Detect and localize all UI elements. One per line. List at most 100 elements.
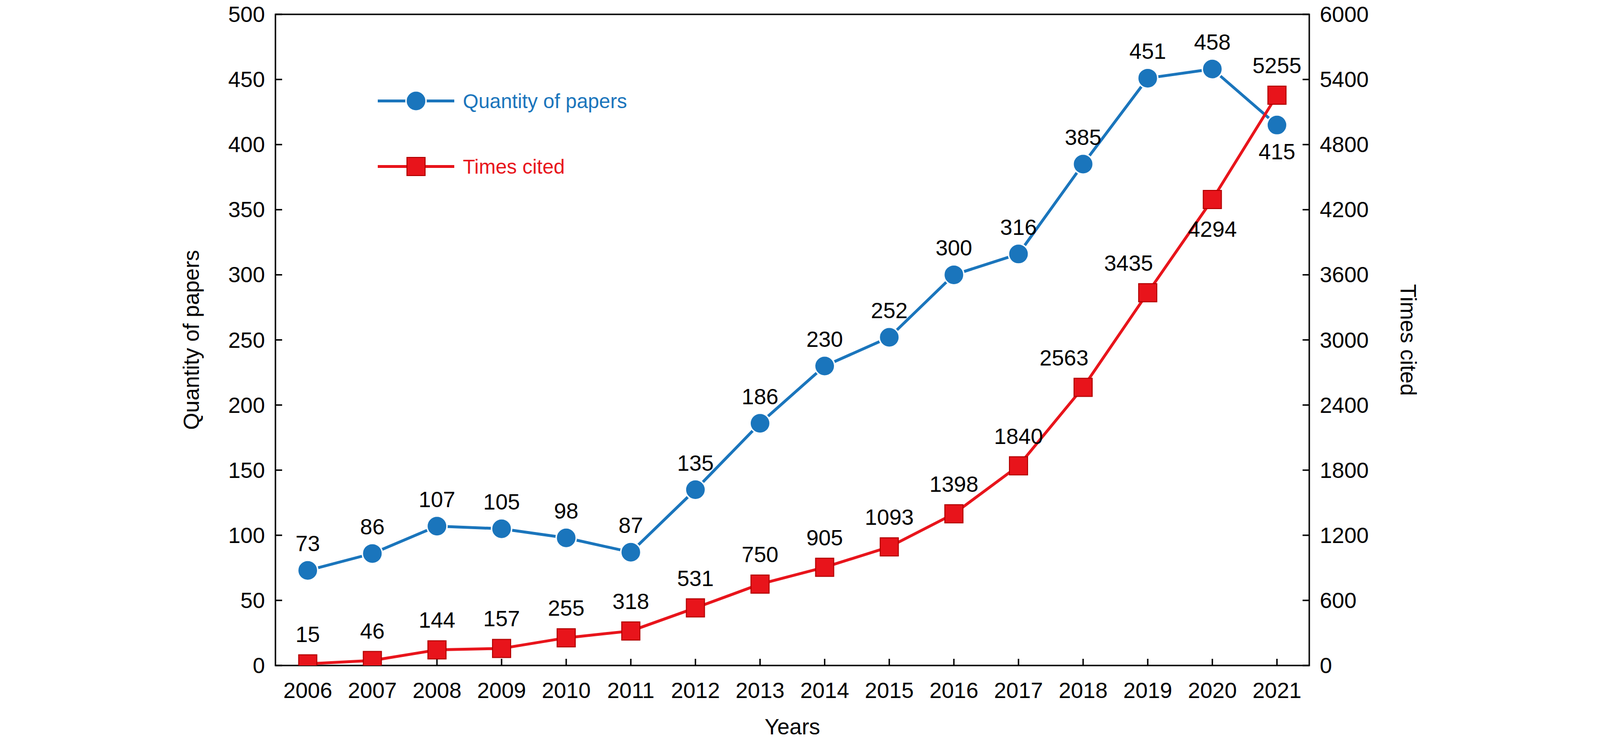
legend-marker: [406, 157, 426, 176]
x-tick: [694, 658, 697, 666]
x-tick-label: 2020: [1187, 677, 1237, 703]
x-tick-label: 2018: [1058, 677, 1108, 703]
marker: [556, 527, 577, 548]
data-label: 73: [295, 530, 320, 556]
marker: [686, 598, 705, 617]
x-tick-label: 2014: [800, 677, 849, 703]
chart: 0501001502002503003504004505000600120018…: [0, 0, 1600, 743]
y2-tick-label: 3600: [1319, 262, 1369, 287]
marker: [1073, 153, 1094, 175]
marker: [362, 543, 383, 564]
legend-marker: [405, 90, 427, 111]
y2-tick: [1302, 13, 1310, 16]
y-tick: [275, 599, 283, 601]
data-label: 87: [618, 512, 644, 538]
x-tick-label: 2012: [670, 677, 720, 703]
data-label: 255: [547, 595, 585, 621]
y-tick: [275, 664, 283, 667]
x-tick-label: 2007: [348, 677, 397, 703]
plot-area: [297, 58, 1288, 666]
marker: [1008, 243, 1029, 264]
marker: [750, 574, 769, 593]
series-line: [307, 95, 1278, 664]
data-label: 415: [1258, 139, 1296, 165]
data-label: 135: [677, 450, 714, 476]
marker: [815, 558, 834, 577]
series-line: [307, 68, 1278, 570]
data-label: 107: [418, 486, 456, 512]
data-label: 15: [295, 621, 320, 647]
marker: [557, 628, 576, 647]
x-tick: [1211, 658, 1214, 666]
y2-tick-label: 4200: [1319, 197, 1369, 222]
y-tick-label: 450: [228, 66, 265, 92]
y2-tick: [1302, 208, 1310, 211]
marker: [427, 640, 447, 659]
y2-tick-label: 2400: [1319, 392, 1369, 418]
marker: [1009, 456, 1028, 475]
y-tick: [275, 143, 283, 146]
x-tick: [759, 658, 761, 666]
x-tick-label: 2015: [865, 677, 914, 703]
data-label: 531: [677, 565, 714, 591]
data-label: 300: [935, 235, 973, 261]
y2-tick-label: 1800: [1319, 457, 1369, 483]
data-label: 157: [483, 605, 521, 631]
plot-frame: [275, 14, 1310, 666]
marker: [1202, 58, 1223, 79]
data-label: 144: [418, 607, 456, 633]
y2-tick-label: 600: [1319, 587, 1357, 613]
marker: [880, 537, 899, 556]
marker: [492, 638, 511, 658]
data-label: 385: [1064, 124, 1102, 150]
data-label: 750: [741, 541, 779, 567]
y-tick: [275, 469, 283, 471]
marker: [298, 654, 318, 666]
y-tick: [275, 273, 283, 276]
marker: [1203, 190, 1222, 209]
y-tick-label: 400: [228, 131, 265, 157]
data-label: 451: [1129, 38, 1167, 64]
x-tick-label: 2019: [1123, 677, 1173, 703]
y-tick-label: 250: [228, 327, 265, 353]
data-label: 4294: [1187, 216, 1237, 242]
x-tick: [565, 658, 568, 666]
x-tick: [500, 658, 503, 666]
x-tick-label: 2016: [929, 677, 979, 703]
data-label: 905: [806, 525, 844, 550]
y2-tick-label: 4800: [1319, 131, 1369, 157]
y-tick: [275, 339, 283, 341]
y2-tick: [1302, 534, 1310, 536]
y-tick-label: 300: [228, 262, 265, 287]
y2-tick: [1302, 404, 1310, 406]
marker: [1137, 67, 1158, 88]
marker: [1073, 378, 1093, 397]
marker: [427, 515, 448, 537]
y2-tick: [1302, 273, 1310, 276]
y-tick: [275, 534, 283, 536]
data-label: 5255: [1252, 53, 1302, 78]
y2-tick: [1302, 469, 1310, 471]
y2-tick-label: 6000: [1319, 1, 1369, 27]
x-tick-label: 2006: [283, 677, 332, 703]
y-tick: [275, 208, 283, 211]
x-tick: [1017, 658, 1020, 666]
x-tick-label: 2013: [735, 677, 785, 703]
y-tick-label: 150: [228, 457, 265, 483]
marker: [943, 264, 965, 285]
x-tick: [436, 658, 438, 666]
data-label: 230: [806, 326, 844, 352]
marker: [297, 559, 318, 581]
marker: [685, 479, 706, 500]
y-tick-label: 350: [228, 197, 265, 222]
data-label: 2563: [1039, 345, 1089, 371]
data-label: 316: [1000, 214, 1038, 240]
x-tick: [823, 658, 826, 666]
x-tick: [1082, 658, 1085, 666]
x-axis-title: Years: [764, 713, 821, 739]
data-label: 86: [360, 514, 385, 539]
y2-tick-label: 1200: [1319, 522, 1369, 548]
y2-tick: [1302, 664, 1310, 667]
y-tick-label: 500: [228, 1, 265, 27]
y-tick: [275, 78, 283, 81]
